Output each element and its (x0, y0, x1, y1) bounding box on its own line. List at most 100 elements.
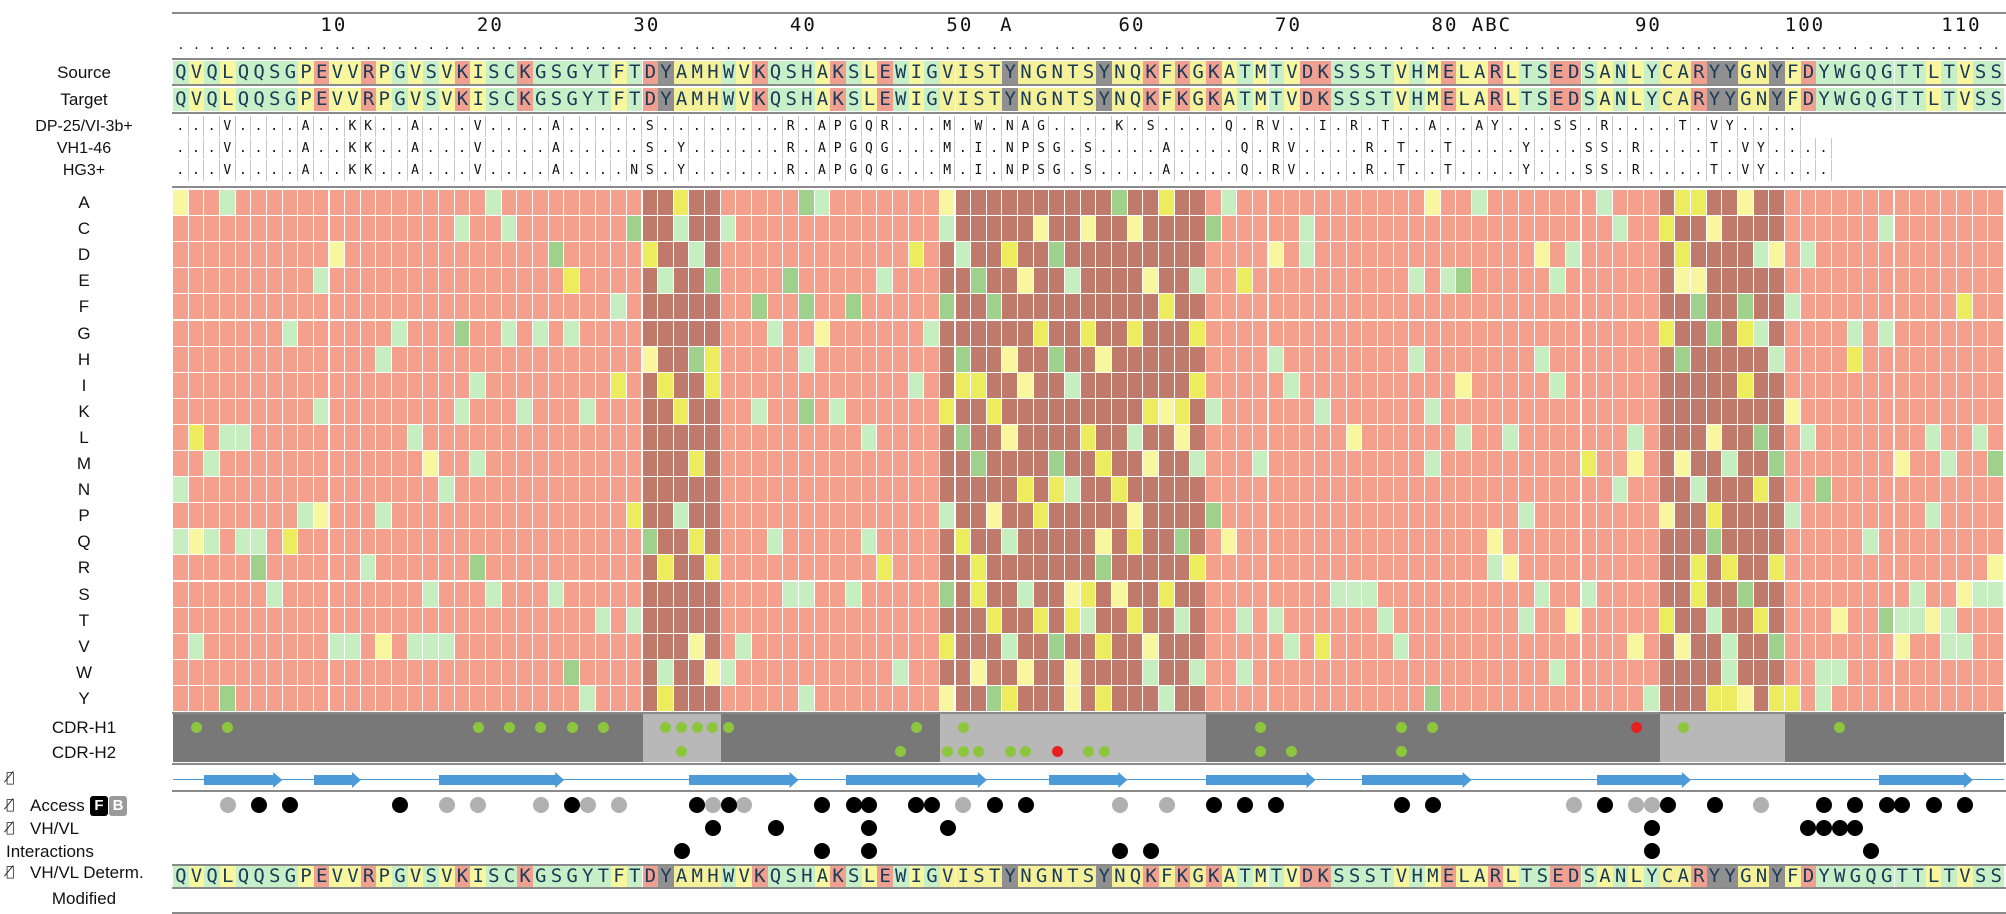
germline-residue: G (1033, 116, 1050, 137)
heatmap-cell (924, 607, 940, 634)
heatmap-cell (1769, 242, 1785, 269)
heatmap-cell (799, 372, 815, 399)
hide-strands-icon[interactable]: 👁̸ (6, 770, 15, 786)
heatmap-cell (1221, 685, 1238, 712)
heatmap-cell (611, 529, 627, 556)
source-residue: Y (1002, 61, 1019, 84)
heatmap-cell (736, 346, 753, 373)
heatmap-cell (1518, 503, 1535, 530)
germline-residue: . (1331, 116, 1347, 137)
hide-vhvl-determ-icon[interactable]: 👁̸ (6, 864, 15, 880)
germline-residue: . (1612, 116, 1629, 137)
heatmap-cell (564, 607, 580, 634)
heatmap-cell (439, 529, 455, 556)
source-residue: G (1033, 61, 1050, 84)
heatmap-cell (470, 633, 486, 660)
heatmap-cell (908, 346, 925, 373)
heatmap-cell (1033, 659, 1050, 686)
source-residue: K (517, 61, 533, 84)
heatmap-cell (486, 190, 502, 217)
heatmap-cell (470, 503, 486, 530)
germline-residue: . (1127, 160, 1144, 181)
heatmap-cell (1237, 398, 1253, 425)
germline-residue: . (1784, 116, 1801, 137)
heatmap-cell (1941, 451, 1958, 478)
cdr-h1-contact-dot (1677, 722, 1689, 733)
heatmap-cell (1143, 659, 1159, 686)
hide-access-icon[interactable]: 👁̸ (6, 797, 15, 813)
heatmap-cell (1174, 607, 1191, 634)
germline-residue: . (1252, 138, 1269, 159)
target-residue: S (1346, 88, 1363, 111)
hide-vhvl-icon[interactable]: 👁̸ (6, 820, 15, 836)
heatmap-cell (1597, 633, 1613, 660)
heatmap-cell (1659, 398, 1676, 425)
heatmap-cell (454, 503, 471, 530)
ruler-tick: . (1961, 38, 1969, 52)
heatmap-cell (376, 242, 393, 269)
ruler-tick: . (1663, 38, 1672, 52)
heatmap-cell (1221, 190, 1238, 217)
heatmap-cell (814, 242, 831, 269)
heatmap-cell (595, 685, 612, 712)
heatmap-cell (173, 424, 189, 451)
heatmap-cell (1738, 503, 1754, 530)
heatmap-cell (1471, 294, 1488, 321)
heatmap-cell (1675, 529, 1692, 556)
heatmap-cell (1972, 581, 1989, 608)
cdr-track-region (939, 714, 1206, 762)
heatmap-cell (924, 503, 940, 530)
heatmap-cell (313, 294, 330, 321)
germline-residue: R (1346, 116, 1363, 137)
germline-residue: . (423, 116, 440, 137)
heatmap-cell (1847, 555, 1864, 582)
heatmap-cell (1910, 607, 1926, 634)
access-front-toggle[interactable]: F (90, 796, 108, 816)
heatmap-cell (939, 424, 956, 451)
heatmap-cell (1112, 294, 1128, 321)
source-residue: S (1534, 61, 1551, 84)
heatmap-cell (1784, 398, 1801, 425)
heatmap-cell (1033, 268, 1050, 295)
germline-residue: . (251, 116, 267, 137)
heatmap-cell (1331, 555, 1347, 582)
heatmap-cell (376, 216, 393, 243)
heatmap-cell (1284, 451, 1300, 478)
heatmap-cell (313, 216, 330, 243)
heatmap-cell (955, 685, 972, 712)
heatmap-cell (1957, 320, 1973, 347)
heatmap-cell (1440, 242, 1457, 269)
heatmap-cell (1753, 190, 1770, 217)
heatmap-cell (720, 320, 737, 347)
heatmap-cell (1409, 320, 1425, 347)
heatmap-cell (329, 242, 346, 269)
heatmap-cell (1112, 320, 1128, 347)
beta-strand-arrow (689, 772, 799, 788)
heatmap-cell (1769, 372, 1785, 399)
heatmap-cell (1769, 555, 1785, 582)
heatmap-cell (1268, 555, 1285, 582)
heatmap-cell (392, 190, 408, 217)
heatmap-cell (939, 477, 956, 504)
modified-residue: V (1284, 865, 1300, 888)
access-back-toggle[interactable]: B (109, 796, 127, 816)
target-residue: F (611, 88, 627, 111)
heatmap-cell (626, 581, 643, 608)
heatmap-cell (1487, 346, 1504, 373)
heatmap-cell (720, 607, 737, 634)
heatmap-cell (1049, 346, 1066, 373)
heatmap-cell (1581, 424, 1598, 451)
heatmap-cell (501, 268, 518, 295)
target-residue: Y (1002, 88, 1019, 111)
heatmap-cell (1691, 294, 1707, 321)
amino-acid-label: W (75, 662, 93, 682)
heatmap-cell (767, 398, 784, 425)
germline-residue: . (251, 138, 267, 159)
heatmap-cell (204, 503, 220, 530)
heatmap-cell (1878, 372, 1895, 399)
heatmap-cell (1816, 294, 1832, 321)
heatmap-cell (1002, 346, 1019, 373)
heatmap-cell (658, 372, 674, 399)
target-residue: T (986, 88, 1003, 111)
heatmap-cell (1143, 398, 1159, 425)
